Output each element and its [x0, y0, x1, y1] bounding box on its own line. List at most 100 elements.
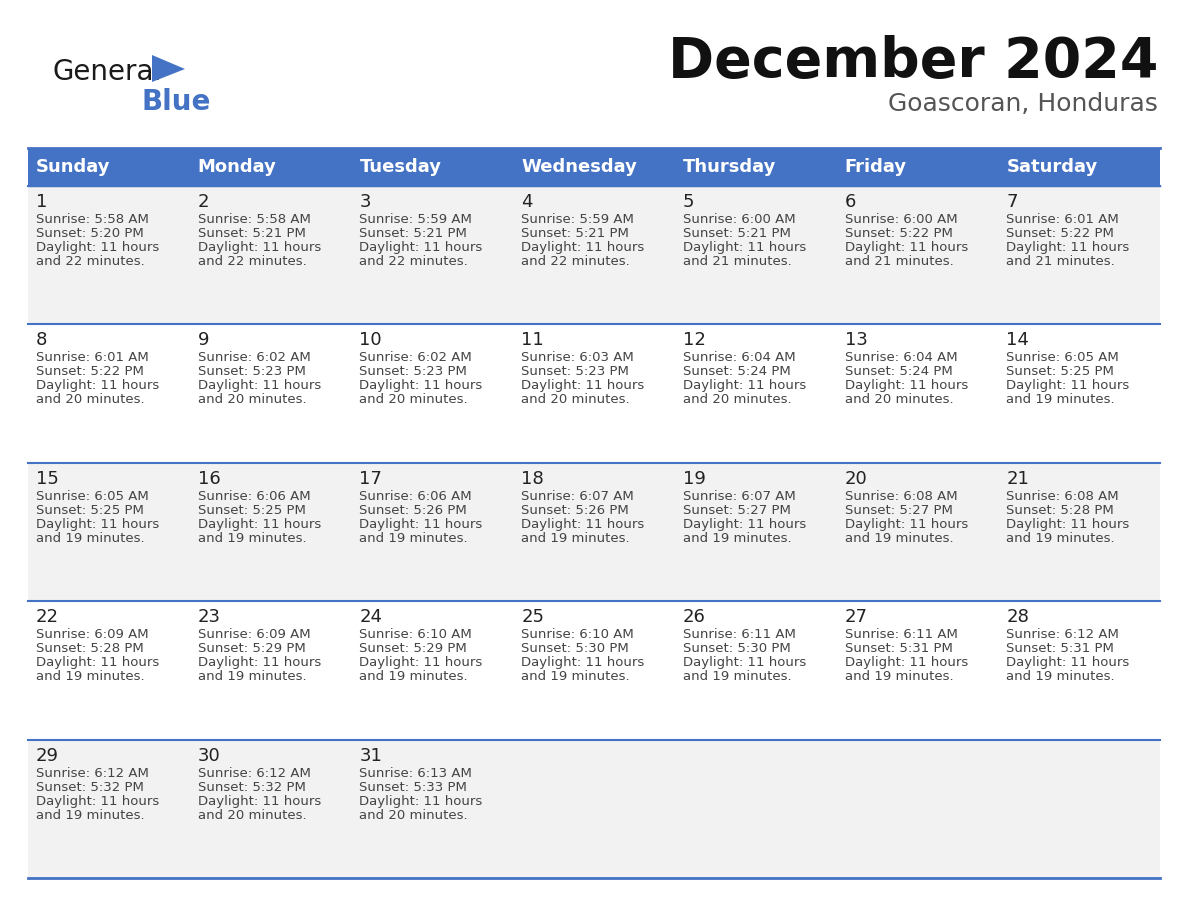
- Text: Sunset: 5:22 PM: Sunset: 5:22 PM: [1006, 227, 1114, 240]
- Text: Daylight: 11 hours: Daylight: 11 hours: [36, 241, 159, 254]
- Text: 15: 15: [36, 470, 59, 487]
- Text: 7: 7: [1006, 193, 1018, 211]
- Text: 25: 25: [522, 609, 544, 626]
- Text: 21: 21: [1006, 470, 1029, 487]
- Text: and 19 minutes.: and 19 minutes.: [522, 670, 630, 683]
- Text: Daylight: 11 hours: Daylight: 11 hours: [522, 656, 644, 669]
- Bar: [29, 463, 1159, 601]
- Text: and 19 minutes.: and 19 minutes.: [36, 670, 145, 683]
- Text: Daylight: 11 hours: Daylight: 11 hours: [845, 518, 968, 531]
- Text: Daylight: 11 hours: Daylight: 11 hours: [197, 518, 321, 531]
- Text: Sunset: 5:23 PM: Sunset: 5:23 PM: [197, 365, 305, 378]
- Bar: [190, 148, 352, 186]
- Text: Goascoran, Honduras: Goascoran, Honduras: [889, 92, 1158, 116]
- Text: Sunday: Sunday: [36, 158, 110, 176]
- Text: Sunrise: 6:06 AM: Sunrise: 6:06 AM: [197, 490, 310, 503]
- Text: Sunrise: 6:12 AM: Sunrise: 6:12 AM: [197, 767, 310, 779]
- Text: Sunrise: 6:08 AM: Sunrise: 6:08 AM: [845, 490, 958, 503]
- Text: Friday: Friday: [845, 158, 906, 176]
- Text: and 22 minutes.: and 22 minutes.: [360, 255, 468, 268]
- Text: Wednesday: Wednesday: [522, 158, 637, 176]
- Text: Sunset: 5:28 PM: Sunset: 5:28 PM: [36, 643, 144, 655]
- Text: and 20 minutes.: and 20 minutes.: [197, 394, 307, 407]
- Bar: [29, 324, 1159, 463]
- Text: Sunrise: 6:05 AM: Sunrise: 6:05 AM: [36, 490, 148, 503]
- Text: Daylight: 11 hours: Daylight: 11 hours: [683, 656, 807, 669]
- Text: Sunset: 5:32 PM: Sunset: 5:32 PM: [197, 780, 305, 793]
- Text: 2: 2: [197, 193, 209, 211]
- Text: and 21 minutes.: and 21 minutes.: [1006, 255, 1116, 268]
- Text: Blue: Blue: [143, 88, 211, 116]
- Text: and 19 minutes.: and 19 minutes.: [1006, 532, 1114, 544]
- Text: Sunrise: 6:00 AM: Sunrise: 6:00 AM: [845, 213, 958, 226]
- Text: Sunset: 5:24 PM: Sunset: 5:24 PM: [845, 365, 953, 378]
- Text: Sunset: 5:23 PM: Sunset: 5:23 PM: [522, 365, 628, 378]
- Text: Sunrise: 5:59 AM: Sunrise: 5:59 AM: [360, 213, 473, 226]
- Text: 26: 26: [683, 609, 706, 626]
- Text: Sunset: 5:22 PM: Sunset: 5:22 PM: [36, 365, 144, 378]
- Text: Daylight: 11 hours: Daylight: 11 hours: [845, 656, 968, 669]
- Text: Sunrise: 6:13 AM: Sunrise: 6:13 AM: [360, 767, 473, 779]
- Text: Sunset: 5:20 PM: Sunset: 5:20 PM: [36, 227, 144, 240]
- Text: Daylight: 11 hours: Daylight: 11 hours: [197, 795, 321, 808]
- Text: Sunset: 5:31 PM: Sunset: 5:31 PM: [845, 643, 953, 655]
- Text: Daylight: 11 hours: Daylight: 11 hours: [360, 379, 482, 392]
- Text: Saturday: Saturday: [1006, 158, 1098, 176]
- Text: 8: 8: [36, 331, 48, 350]
- Text: Daylight: 11 hours: Daylight: 11 hours: [1006, 241, 1130, 254]
- Text: Daylight: 11 hours: Daylight: 11 hours: [197, 241, 321, 254]
- Bar: [513, 148, 675, 186]
- Text: Sunrise: 6:09 AM: Sunrise: 6:09 AM: [197, 628, 310, 641]
- Text: Sunrise: 6:12 AM: Sunrise: 6:12 AM: [1006, 628, 1119, 641]
- Text: Sunrise: 6:11 AM: Sunrise: 6:11 AM: [845, 628, 958, 641]
- Text: 13: 13: [845, 331, 867, 350]
- Bar: [29, 601, 1159, 740]
- Text: Sunset: 5:28 PM: Sunset: 5:28 PM: [1006, 504, 1114, 517]
- Text: and 19 minutes.: and 19 minutes.: [845, 670, 953, 683]
- Text: 27: 27: [845, 609, 867, 626]
- Bar: [998, 148, 1159, 186]
- Text: 11: 11: [522, 331, 544, 350]
- Text: Sunrise: 6:10 AM: Sunrise: 6:10 AM: [522, 628, 634, 641]
- Text: Sunset: 5:24 PM: Sunset: 5:24 PM: [683, 365, 790, 378]
- Text: Daylight: 11 hours: Daylight: 11 hours: [360, 241, 482, 254]
- Text: 5: 5: [683, 193, 694, 211]
- Text: and 19 minutes.: and 19 minutes.: [197, 532, 307, 544]
- Text: 1: 1: [36, 193, 48, 211]
- Text: Sunset: 5:29 PM: Sunset: 5:29 PM: [360, 643, 467, 655]
- Text: Daylight: 11 hours: Daylight: 11 hours: [36, 518, 159, 531]
- Text: Sunrise: 6:01 AM: Sunrise: 6:01 AM: [1006, 213, 1119, 226]
- Text: Sunset: 5:27 PM: Sunset: 5:27 PM: [683, 504, 791, 517]
- Text: Sunset: 5:26 PM: Sunset: 5:26 PM: [522, 504, 628, 517]
- Bar: [675, 148, 836, 186]
- Text: and 21 minutes.: and 21 minutes.: [683, 255, 791, 268]
- Text: Sunset: 5:22 PM: Sunset: 5:22 PM: [845, 227, 953, 240]
- Text: Sunrise: 6:10 AM: Sunrise: 6:10 AM: [360, 628, 472, 641]
- Text: Sunrise: 6:04 AM: Sunrise: 6:04 AM: [683, 352, 796, 364]
- Text: Sunset: 5:25 PM: Sunset: 5:25 PM: [197, 504, 305, 517]
- Text: and 20 minutes.: and 20 minutes.: [360, 809, 468, 822]
- Text: Sunset: 5:21 PM: Sunset: 5:21 PM: [360, 227, 467, 240]
- Text: Sunset: 5:21 PM: Sunset: 5:21 PM: [683, 227, 791, 240]
- Text: Sunset: 5:23 PM: Sunset: 5:23 PM: [360, 365, 467, 378]
- Text: Tuesday: Tuesday: [360, 158, 442, 176]
- Text: Sunrise: 6:06 AM: Sunrise: 6:06 AM: [360, 490, 472, 503]
- Text: 3: 3: [360, 193, 371, 211]
- Text: and 19 minutes.: and 19 minutes.: [360, 670, 468, 683]
- Text: and 19 minutes.: and 19 minutes.: [36, 809, 145, 822]
- Text: Daylight: 11 hours: Daylight: 11 hours: [360, 656, 482, 669]
- Bar: [836, 148, 998, 186]
- Text: and 19 minutes.: and 19 minutes.: [197, 670, 307, 683]
- Text: Sunrise: 6:01 AM: Sunrise: 6:01 AM: [36, 352, 148, 364]
- Text: Daylight: 11 hours: Daylight: 11 hours: [522, 241, 644, 254]
- Polygon shape: [152, 55, 185, 82]
- Text: December 2024: December 2024: [668, 35, 1158, 89]
- Text: 10: 10: [360, 331, 383, 350]
- Text: 16: 16: [197, 470, 221, 487]
- Text: and 21 minutes.: and 21 minutes.: [845, 255, 953, 268]
- Text: Daylight: 11 hours: Daylight: 11 hours: [522, 518, 644, 531]
- Text: Sunrise: 6:05 AM: Sunrise: 6:05 AM: [1006, 352, 1119, 364]
- Text: Daylight: 11 hours: Daylight: 11 hours: [522, 379, 644, 392]
- Text: and 20 minutes.: and 20 minutes.: [683, 394, 791, 407]
- Text: 22: 22: [36, 609, 59, 626]
